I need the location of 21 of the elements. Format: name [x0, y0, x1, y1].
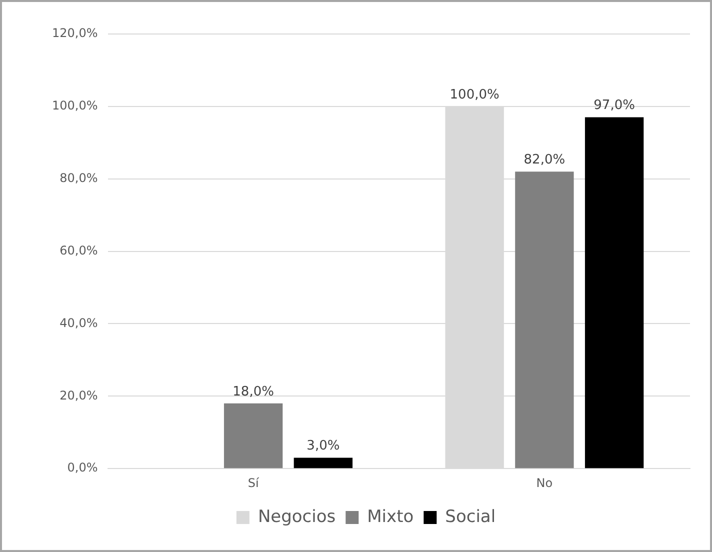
data-label: 97,0% — [594, 98, 635, 114]
bar — [515, 172, 574, 468]
bar — [294, 458, 353, 468]
y-tick-label: 120,0% — [52, 26, 98, 40]
legend-label: Social — [445, 506, 496, 527]
legend-label: Mixto — [367, 506, 414, 527]
data-label: 18,0% — [232, 384, 274, 400]
data-label: 100,0% — [450, 87, 500, 102]
y-tick-label: 20,0% — [60, 388, 98, 402]
y-tick-label: 100,0% — [52, 98, 98, 113]
legend-label: Negocios — [258, 506, 336, 527]
x-tick-label: No — [536, 476, 553, 490]
data-label: 3,0% — [306, 438, 340, 454]
y-tick-label: 80,0% — [60, 170, 98, 185]
y-tick-label: 0,0% — [67, 460, 98, 475]
x-tick-label: Sí — [248, 476, 260, 490]
data-label: 82,0% — [524, 152, 566, 168]
y-tick-label: 60,0% — [60, 243, 98, 258]
y-tick-label: 40,0% — [60, 316, 98, 330]
bar — [584, 117, 644, 468]
bar — [224, 403, 283, 468]
